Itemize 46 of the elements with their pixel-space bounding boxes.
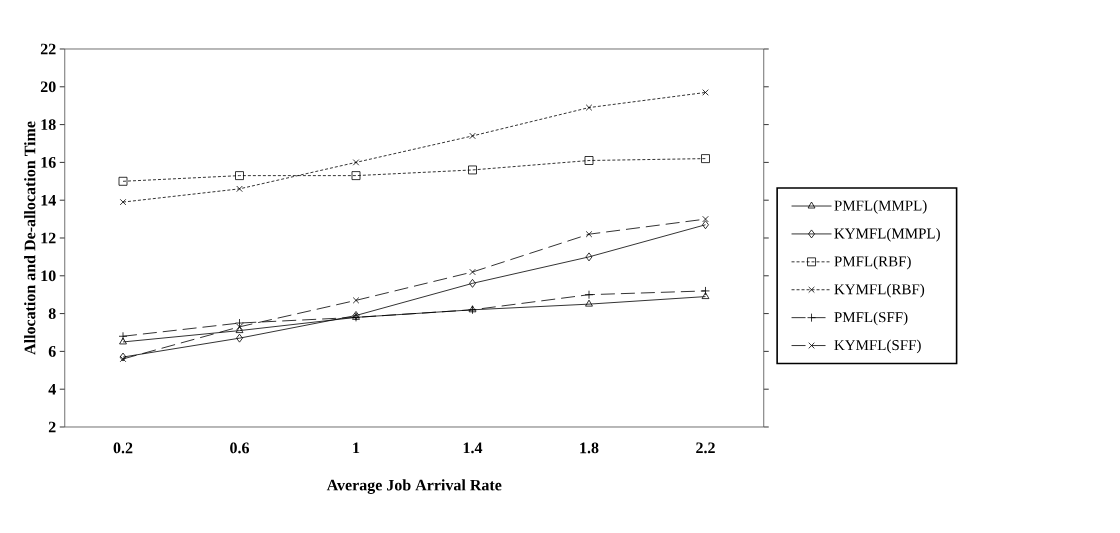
point	[469, 268, 476, 276]
legend-label: PMFL(SFF)	[834, 311, 908, 326]
point	[119, 355, 127, 363]
point	[469, 132, 476, 140]
x-tick-label: 2.2	[696, 442, 715, 454]
point	[585, 230, 593, 238]
legend-label: KYMFL(RBF)	[834, 283, 925, 298]
point	[351, 171, 361, 181]
y-tick-label: 16	[41, 157, 56, 168]
point	[119, 352, 127, 362]
legend-label: PMFL(MMPL)	[834, 200, 927, 214]
point	[118, 176, 128, 186]
y-tick-label: 20	[40, 81, 56, 93]
legend-label: KYMFL(SFF)	[834, 339, 921, 354]
point	[235, 171, 244, 181]
point	[469, 278, 476, 288]
point	[702, 215, 709, 223]
y-tick-label: 10	[41, 270, 56, 282]
x-tick-label: 1.8	[580, 442, 599, 454]
y-tick-label: 18	[41, 119, 56, 130]
y-tick-label: 2	[48, 421, 56, 433]
point	[584, 156, 594, 165]
point	[468, 165, 477, 175]
point	[352, 297, 360, 304]
y-tick-label: 8	[48, 308, 56, 319]
point	[585, 252, 593, 262]
point	[119, 198, 127, 206]
point	[236, 333, 243, 343]
legend-label: PMFL(RBF)	[834, 255, 911, 270]
x-tick-label: 0.6	[230, 442, 250, 454]
x-tick-label: 1	[353, 442, 360, 454]
y-axis-title: Allocation and De-allocation Time	[24, 121, 36, 355]
legend-label: KYMFL(MMPL)	[834, 227, 940, 242]
x-axis-title: Average Job Arrival Rate	[326, 479, 502, 494]
point	[585, 104, 593, 111]
point	[236, 185, 243, 193]
point	[701, 154, 710, 164]
y-tick-label: 4	[48, 383, 56, 395]
point	[702, 220, 709, 230]
y-tick-label: 12	[41, 232, 56, 244]
y-tick-label: 14	[41, 194, 56, 206]
y-tick-label: 6	[48, 346, 56, 357]
x-tick-label: 0.2	[113, 442, 133, 454]
y-tick-label: 22	[40, 43, 56, 55]
point	[352, 159, 360, 166]
x-tick-label: 1.4	[463, 442, 483, 454]
